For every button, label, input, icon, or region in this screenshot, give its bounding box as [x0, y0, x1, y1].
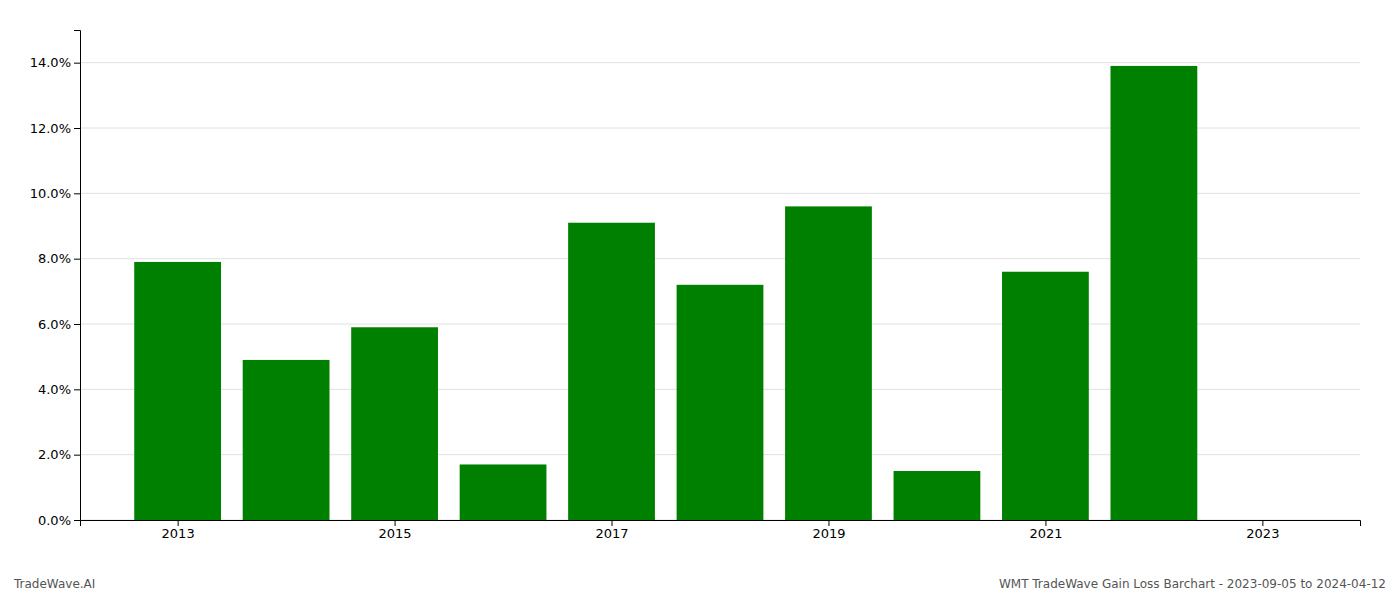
y-tick-label: 12.0%: [30, 121, 71, 136]
y-tick-label: 0.0%: [38, 513, 71, 528]
footer-right: WMT TradeWave Gain Loss Barchart - 2023-…: [999, 577, 1386, 591]
x-tick: 2023: [1246, 520, 1279, 541]
y-tick-label: 10.0%: [30, 186, 71, 201]
y-tick: 10.0%: [30, 186, 80, 201]
x-axis-line: [81, 521, 1361, 527]
x-tick: 2013: [162, 520, 195, 541]
bar: [243, 360, 330, 520]
y-tick: 8.0%: [38, 251, 80, 266]
y-tick-label: 6.0%: [38, 317, 71, 332]
bar: [1111, 66, 1198, 520]
chart: 2013 2015 2017 2019 2021 2023 0.0% 2.0% 4.0% 6.0%…: [0, 0, 1400, 600]
x-axis: 2013 2015 2017 2019 2021 2023: [81, 520, 1361, 541]
y-tick-mark: [74, 455, 80, 456]
y-tick: 0.0%: [38, 513, 80, 528]
bar: [1002, 272, 1089, 520]
x-tick-label: 2017: [595, 526, 628, 541]
grid-line: [80, 62, 1360, 63]
y-tick: 2.0%: [38, 447, 80, 462]
bar: [894, 471, 981, 520]
bar: [351, 327, 438, 520]
y-tick-label: 4.0%: [38, 382, 71, 397]
y-tick-mark: [74, 63, 80, 64]
bar: [134, 262, 221, 520]
x-tick-label: 2023: [1246, 526, 1279, 541]
y-tick-label: 14.0%: [30, 55, 71, 70]
y-tick-mark: [74, 128, 80, 129]
x-tick-mark: [1045, 520, 1046, 526]
x-tick-mark: [395, 520, 396, 526]
y-tick: 4.0%: [38, 382, 80, 397]
x-tick-label: 2013: [162, 526, 195, 541]
y-tick-label: 8.0%: [38, 251, 71, 266]
y-tick-mark: [74, 520, 80, 521]
grid: [80, 63, 1360, 520]
y-tick: 14.0%: [30, 55, 80, 70]
x-tick-label: 2015: [379, 526, 412, 541]
y-tick: 12.0%: [30, 121, 80, 136]
bar: [568, 223, 655, 520]
y-tick-label: 2.0%: [38, 447, 71, 462]
y-tick-mark: [74, 259, 80, 260]
bar: [460, 464, 547, 520]
x-tick: 2019: [812, 520, 845, 541]
x-tick: 2017: [595, 520, 628, 541]
x-tick: 2021: [1029, 520, 1062, 541]
x-tick-label: 2021: [1029, 526, 1062, 541]
bars: [134, 66, 1197, 520]
bar: [677, 285, 764, 520]
x-tick-mark: [612, 520, 613, 526]
x-tick: 2015: [379, 520, 412, 541]
x-tick-mark: [1262, 520, 1263, 526]
bar: [785, 206, 872, 520]
y-tick: 6.0%: [38, 317, 80, 332]
y-tick-mark: [74, 193, 80, 194]
y-tick-mark: [74, 324, 80, 325]
x-tick-label: 2019: [812, 526, 845, 541]
footer-left: TradeWave.AI: [13, 577, 95, 591]
y-axis: 0.0% 2.0% 4.0% 6.0% 8.0% 10.0% 12.0% 14.0%: [30, 31, 81, 528]
y-axis-line: [74, 31, 81, 521]
y-tick-mark: [74, 389, 80, 390]
x-tick-mark: [828, 520, 829, 526]
x-tick-mark: [178, 520, 179, 526]
